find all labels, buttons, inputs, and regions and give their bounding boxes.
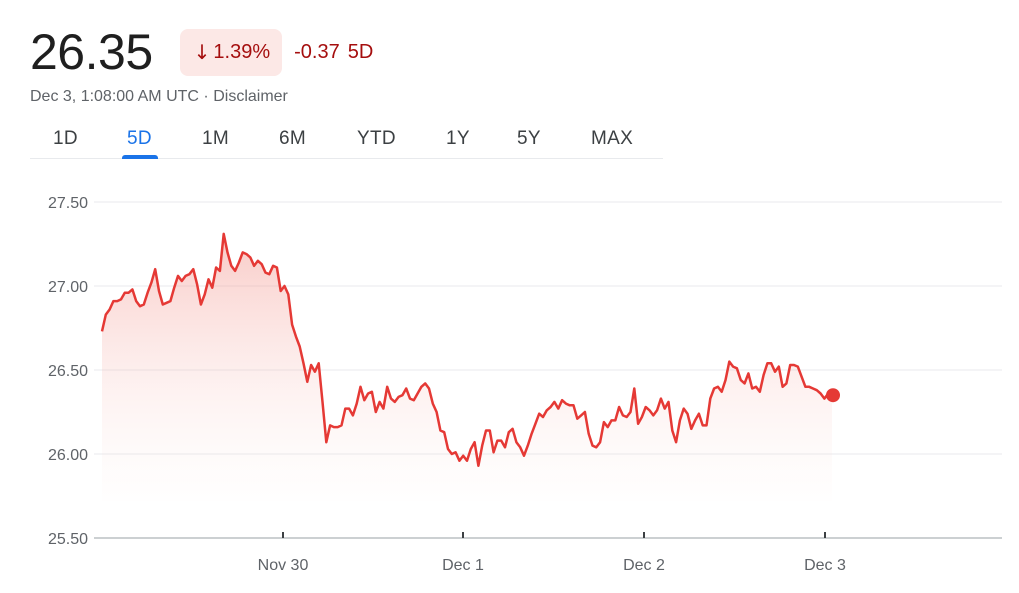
x-tick-label: Dec 2 [623, 557, 665, 574]
meta-separator: · [203, 88, 209, 105]
percent-change-value: 1.39% [213, 40, 271, 63]
y-tick-label: 27.00 [48, 279, 88, 296]
tab-max[interactable]: MAX [591, 128, 634, 149]
tab-1m[interactable]: 1M [202, 128, 229, 149]
tab-1y[interactable]: 1Y [446, 128, 470, 149]
y-tick-label: 27.50 [48, 195, 88, 212]
y-tick-label: 25.50 [48, 531, 88, 548]
absolute-change: -0.37 5D [294, 41, 373, 64]
quote-header: 26.35 ↓ 1.39% -0.37 5D [30, 22, 373, 82]
x-tick-label: Dec 3 [804, 557, 846, 574]
change-value: -0.37 [294, 40, 340, 63]
quote-timestamp: Dec 3, 1:08:00 AM UTC [30, 88, 199, 105]
x-tick-label: Nov 30 [258, 557, 309, 574]
last-price-marker [826, 388, 840, 403]
tab-1d[interactable]: 1D [53, 128, 78, 149]
tab-5d[interactable]: 5D [127, 128, 152, 149]
x-axis-labels: Nov 30 Dec 1 Dec 2 Dec 3 [258, 532, 846, 574]
range-tabs: 1D 5D 1M 6M YTD 1Y 5Y MAX [30, 122, 663, 159]
price-chart[interactable]: 27.50 27.00 26.50 26.00 25.50 Nov 30 Dec 1 Dec… [0, 160, 1019, 593]
percent-change-badge: ↓ 1.39% [179, 28, 283, 76]
active-tab-indicator [122, 155, 158, 159]
change-period: 5D [347, 40, 374, 63]
x-tick-label: Dec 1 [442, 557, 484, 574]
y-axis-labels: 27.50 27.00 26.50 26.00 25.50 [48, 195, 88, 548]
y-tick-label: 26.50 [48, 363, 88, 380]
y-tick-label: 26.00 [48, 447, 88, 464]
disclaimer-link[interactable]: Disclaimer [213, 88, 288, 105]
quote-meta: Dec 3, 1:08:00 AM UTC · Disclaimer [30, 88, 288, 106]
price-area-fill [102, 233, 832, 502]
price-line [100, 232, 833, 468]
tab-6m[interactable]: 6M [279, 128, 306, 149]
arrow-down-icon: ↓ [193, 40, 211, 64]
current-price: 26.35 [30, 24, 153, 80]
tab-ytd[interactable]: YTD [357, 128, 396, 149]
tab-5y[interactable]: 5Y [517, 128, 541, 149]
